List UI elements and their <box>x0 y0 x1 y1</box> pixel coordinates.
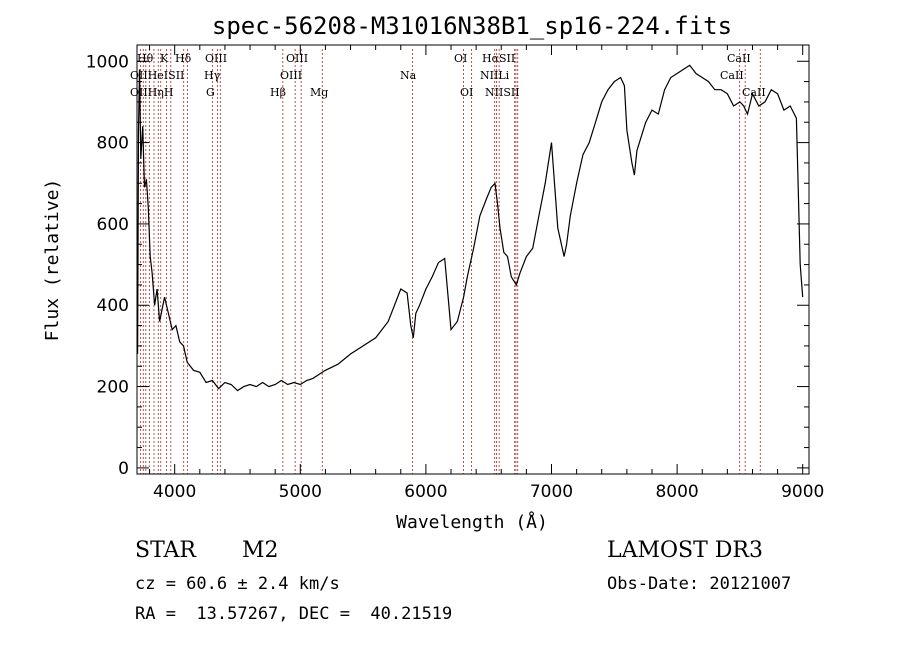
marker-label: Mg <box>310 86 328 99</box>
marker-label: CaII <box>720 69 744 82</box>
marker-label: Hβ <box>270 86 286 99</box>
marker-label: G <box>206 86 215 99</box>
y-tick-label: 0 <box>118 459 129 479</box>
marker-label: Hθ <box>137 52 154 65</box>
x-tick-label: 4000 <box>153 482 196 502</box>
coordinates: RA = 13.57267, DEC = 40.21519 <box>135 604 453 624</box>
object-subclass: M2 <box>242 538 279 563</box>
y-tick-label: 600 <box>97 215 129 235</box>
spectrum-line <box>137 64 804 392</box>
marker-label: OIIHηH <box>130 86 173 99</box>
marker-label: OI <box>460 86 473 99</box>
marker-label: NIILi <box>480 69 510 82</box>
x-axis-label: Wavelength (Å) <box>396 511 548 533</box>
x-axis-ticks: 4000 5000 6000 7000 8000 9000 <box>149 45 824 502</box>
survey-name: LAMOST DR3 <box>607 538 763 563</box>
marker-label: HαSII <box>482 52 515 65</box>
marker-label: Hδ <box>175 52 192 65</box>
redshift-text: cz = 60.6 ± 2.4 km/s <box>135 574 340 594</box>
x-tick-label: 6000 <box>404 482 447 502</box>
object-class: STAR <box>135 538 196 563</box>
marker-label: CaII <box>727 52 751 65</box>
x-tick-label: 5000 <box>279 482 322 502</box>
marker-lines <box>140 49 761 474</box>
y-axis-ticks: 0 200 400 600 800 1000 <box>86 52 809 479</box>
marker-label: NIISII <box>485 86 520 99</box>
y-tick-label: 200 <box>97 378 129 398</box>
marker-labels: Hθ K Hδ OIII OIII OI HαSII CaII OIIHeISII Hγ OIII N… <box>130 52 766 99</box>
obs-date: Obs-Date: 20121007 <box>607 574 792 594</box>
y-tick-label: 800 <box>97 134 129 154</box>
marker-label: CaII <box>742 86 766 99</box>
marker-label: OIIHeISII <box>130 69 184 82</box>
x-tick-label: 9000 <box>781 482 824 502</box>
y-tick-label: 1000 <box>86 52 129 72</box>
chart-title: spec-56208-M31016N38B1_sp16-224.fits <box>212 12 732 40</box>
marker-label: OI <box>454 52 467 65</box>
marker-label: K <box>160 52 169 65</box>
x-tick-label: 7000 <box>530 482 573 502</box>
marker-label: OIII <box>286 52 308 65</box>
marker-label: OIII <box>280 69 302 82</box>
y-tick-label: 400 <box>97 296 129 316</box>
x-tick-label: 8000 <box>655 482 698 502</box>
marker-label: OIII <box>205 52 227 65</box>
y-axis-label: Flux (relative) <box>42 179 63 342</box>
marker-label: Hγ <box>204 69 221 82</box>
marker-label: Na <box>400 69 417 82</box>
plot-frame <box>136 44 810 475</box>
